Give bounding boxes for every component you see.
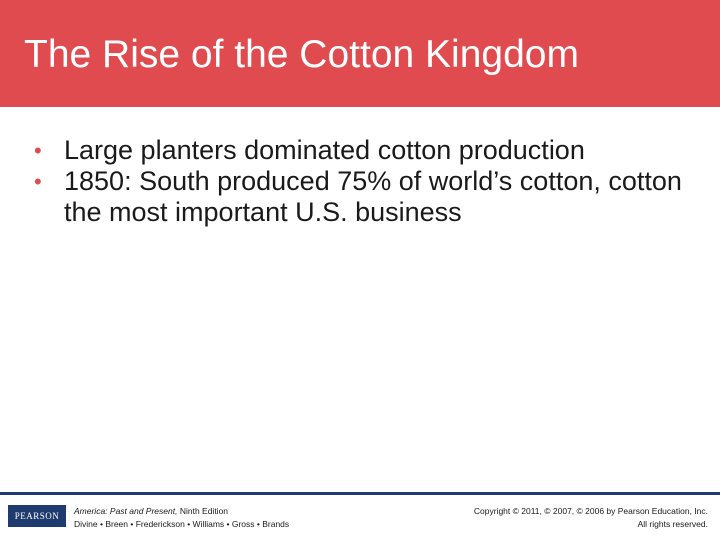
slide-content: • Large planters dominated cotton produc… [34, 135, 694, 228]
bullet-item: • Large planters dominated cotton produc… [34, 135, 694, 166]
book-info: America: Past and Present, Ninth Edition [74, 505, 289, 518]
book-title: America: Past and Present, [74, 506, 178, 516]
bullet-text: 1850: South produced 75% of world’s cott… [64, 166, 682, 227]
bullet-marker: • [34, 169, 42, 194]
book-edition: Ninth Edition [177, 506, 229, 516]
slide-title: The Rise of the Cotton Kingdom [24, 33, 579, 76]
bullet-text: Large planters dominated cotton producti… [64, 135, 585, 165]
logo-text: PEARSON [14, 511, 60, 521]
footer-divider [0, 492, 720, 495]
rights-line: All rights reserved. [637, 519, 708, 529]
copyright-line: Copyright © 2011, © 2007, © 2006 by Pear… [473, 506, 708, 516]
footer-copyright: Copyright © 2011, © 2007, © 2006 by Pear… [474, 505, 708, 531]
bullet-item: • 1850: South produced 75% of world’s co… [34, 166, 694, 228]
pearson-logo: PEARSON [8, 505, 66, 527]
footer-citation: America: Past and Present, Ninth Edition… [74, 505, 289, 531]
title-bar: The Rise of the Cotton Kingdom [0, 0, 720, 107]
bullet-marker: • [34, 138, 42, 163]
authors: Divine • Breen • Frederickson • Williams… [74, 519, 290, 529]
